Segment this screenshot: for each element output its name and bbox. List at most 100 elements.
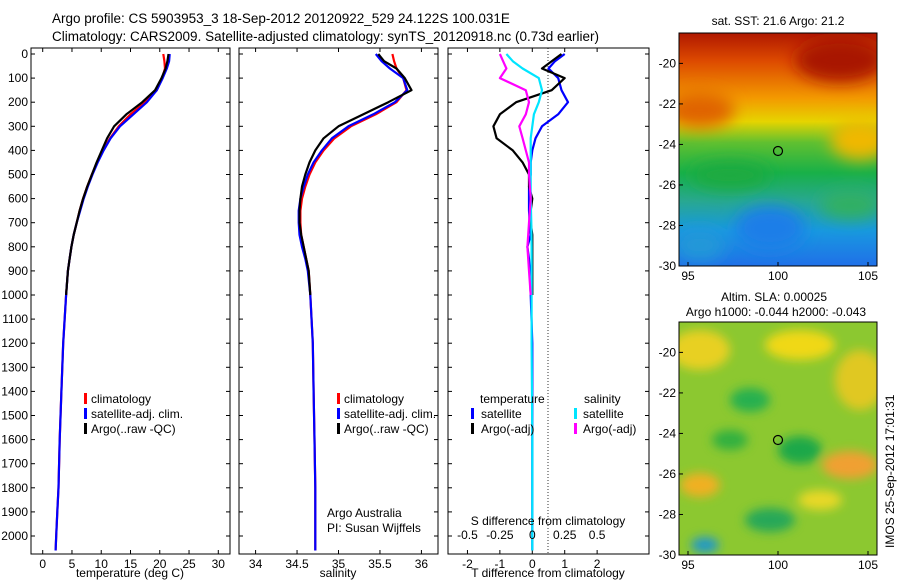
legend-swatch-t-argo xyxy=(471,423,474,434)
lon-tick-label: 100 xyxy=(768,558,788,572)
argo-float-marker xyxy=(772,145,784,157)
legend-label-satellite: satellite-adj. clim. xyxy=(344,407,436,421)
plot-frame xyxy=(238,47,439,555)
annotation-line-2: PI: Susan Wijffels xyxy=(327,521,421,535)
sst-heatmap xyxy=(679,33,877,266)
legend-swatch-climatology xyxy=(337,393,340,404)
depth-tick-label: 800 xyxy=(8,240,28,254)
depth-tick-label: 400 xyxy=(8,143,28,157)
depth-tick-label: 200 xyxy=(8,95,28,109)
depth-tick-label: 1500 xyxy=(1,409,28,423)
top-tick-label: 0 xyxy=(529,528,536,542)
legend: climatology satellite-adj. clim. Argo(..… xyxy=(84,392,183,436)
x-tick-label: 35.5 xyxy=(368,557,392,571)
series-line-s-argo-adj xyxy=(498,53,532,296)
legend-label-s-satellite: satellite xyxy=(583,407,624,421)
legend-label-satellite: satellite-adj. clim. xyxy=(91,407,183,421)
sla-map-subtitle: Argo h1000: -0.044 h2000: -0.043 xyxy=(686,305,866,319)
legend-swatch-s-satellite xyxy=(574,408,577,419)
header-line-2: Climatology: CARS2009. Satellite-adjuste… xyxy=(52,29,599,44)
lat-tick-label: -20 xyxy=(659,345,677,359)
depth-tick-label: 1300 xyxy=(1,360,28,374)
legend-label-s-argo: Argo(-adj) xyxy=(583,422,636,436)
x-tick-label: 5 xyxy=(69,557,76,571)
top-tick-label: -0.25 xyxy=(486,528,514,542)
depth-tick-label: 1700 xyxy=(1,457,28,471)
lat-tick-label: -22 xyxy=(659,386,677,400)
legend-header-salinity: salinity xyxy=(584,392,621,406)
depth-axis-labels: 0 100 200 300 400 500 600 700 800 900 1000 1100 1200… xyxy=(1,47,28,543)
legend-swatch-s-argo xyxy=(574,423,577,434)
legend: climatology satellite-adj. clim. Argo(..… xyxy=(337,392,436,436)
legend-swatch-satellite xyxy=(337,408,340,419)
x-tick-label: 0 xyxy=(39,557,46,571)
series-line-argo-raw-qc xyxy=(298,53,413,296)
x-tick-label: -2 xyxy=(462,557,473,571)
depth-tick-label: 1000 xyxy=(1,288,28,302)
depth-tick-label: 2000 xyxy=(1,529,28,543)
depth-tick-label: 1200 xyxy=(1,336,28,350)
lat-tick-label: -26 xyxy=(659,178,677,192)
lon-tick-label: 105 xyxy=(858,269,878,283)
depth-tick-label: 1400 xyxy=(1,384,28,398)
x-tick-label: -1 xyxy=(495,557,506,571)
legend-swatch-climatology xyxy=(84,393,87,404)
side-timestamp-label: IMOS 25-Sep-2012 17:01:31 xyxy=(883,394,897,548)
lon-tick-label: 95 xyxy=(681,269,695,283)
legend-header-temperature: temperature xyxy=(480,392,545,406)
lon-tick-label: 95 xyxy=(681,558,695,572)
depth-tick-label: 1600 xyxy=(1,433,28,447)
x-tick-label: 36 xyxy=(415,557,429,571)
lon-tick-label: 105 xyxy=(858,558,878,572)
lat-tick-label: -24 xyxy=(659,137,677,151)
legend-label-argo: Argo(..raw -QC) xyxy=(91,422,176,436)
legend-label-t-argo: Argo(-adj) xyxy=(481,422,534,436)
depth-tick-label: 100 xyxy=(8,71,28,85)
legend-label-argo: Argo(..raw -QC) xyxy=(344,422,429,436)
legend-label-climatology: climatology xyxy=(91,392,151,406)
lat-tick-label: -26 xyxy=(659,467,677,481)
sla-heatmap xyxy=(679,322,877,555)
lon-tick-label: 100 xyxy=(768,269,788,283)
x-axis-label: T difference from climatology xyxy=(471,566,625,580)
difference-profile-panel: -2 -1 0 1 2 T difference from climatology S … xyxy=(447,47,650,580)
lat-tick-label: -22 xyxy=(659,97,677,111)
legend-swatch-t-satellite xyxy=(471,408,474,419)
x-tick-label: 25 xyxy=(182,557,196,571)
legend-label-climatology: climatology xyxy=(344,392,404,406)
legend: temperature salinity satellite Argo(-adj… xyxy=(471,392,636,436)
x-tick-label: 15 xyxy=(124,557,138,571)
sst-map-panel: sat. SST: 21.6 Argo: 21.2 95 100 105 -20 -22… xyxy=(659,14,879,283)
x-tick-label: 20 xyxy=(153,557,167,571)
depth-tick-label: 900 xyxy=(8,264,28,278)
depth-tick-label: 1800 xyxy=(1,481,28,495)
top-tick-label: 0.5 xyxy=(589,528,606,542)
depth-tick-label: 1100 xyxy=(2,312,28,326)
series-line-s-satellite xyxy=(505,53,544,551)
depth-tick-label: 300 xyxy=(8,119,28,133)
lat-tick-label: -30 xyxy=(659,259,677,273)
salinity-profile-panel: 34 34.5 35 35.5 36 salinity climatology sate… xyxy=(238,47,439,580)
x-tick-label: 34 xyxy=(249,557,263,571)
x-tick-label: 30 xyxy=(212,557,226,571)
lat-tick-label: -20 xyxy=(659,56,677,70)
sst-map-title: sat. SST: 21.6 Argo: 21.2 xyxy=(712,14,845,28)
plot-frame xyxy=(30,47,231,555)
header-line-1: Argo profile: CS 5903953_3 18-Sep-2012 2… xyxy=(52,11,510,26)
series-line-argo-raw-qc xyxy=(65,53,170,296)
lat-tick-label: -28 xyxy=(659,218,677,232)
sla-map-panel: Altim. SLA: 0.00025 Argo h1000: -0.044 h… xyxy=(659,290,879,572)
top-axis-label: S difference from climatology xyxy=(471,514,626,528)
x-axis-label: salinity xyxy=(320,566,357,580)
lat-tick-label: -30 xyxy=(659,548,677,562)
x-tick-label: 2 xyxy=(594,557,601,571)
lat-tick-label: -24 xyxy=(659,426,677,440)
top-tick-label: -0.5 xyxy=(457,528,478,542)
annotation-line-1: Argo Australia xyxy=(327,506,402,520)
sla-map-title: Altim. SLA: 0.00025 xyxy=(721,290,827,304)
legend-swatch-argo xyxy=(84,423,87,434)
temperature-profile-panel: 0 5 10 15 20 25 30 temperature (deg C) climato… xyxy=(30,47,231,580)
x-axis-label: temperature (deg C) xyxy=(76,566,184,580)
x-tick-label: 35 xyxy=(332,557,346,571)
legend-label-t-satellite: satellite xyxy=(481,407,522,421)
